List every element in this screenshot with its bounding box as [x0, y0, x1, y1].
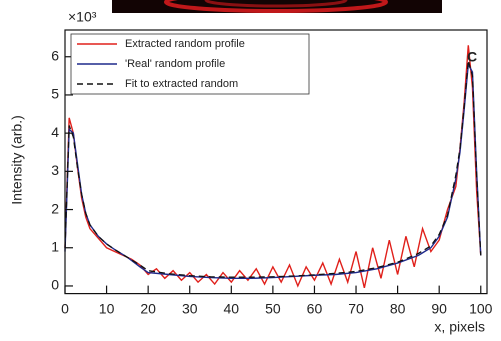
y-tick-label: 0	[51, 277, 59, 293]
legend-label: 'Real' random profile	[125, 58, 225, 70]
x-axis-label: x, pixels	[434, 319, 485, 335]
y-tick-label: 4	[51, 124, 59, 140]
x-tick-label: 40	[224, 300, 240, 316]
x-tick-label: 80	[390, 300, 406, 316]
x-tick-label: 10	[99, 300, 115, 316]
chart: ×10³ Intensity (arb.) x, pixels C 0 1 2 3 4 5…	[0, 0, 501, 341]
y-tick-label: 5	[51, 86, 59, 102]
y-tick-label: 6	[51, 47, 59, 63]
x-tick-label: 100	[469, 300, 493, 316]
x-tick-label: 30	[182, 300, 198, 316]
legend-label: Fit to extracted random	[125, 78, 238, 90]
x-tick-label: 20	[140, 300, 156, 316]
y-tick-label: 2	[51, 200, 59, 216]
legend-label: Extracted random profile	[125, 38, 245, 50]
y-axis-label: Intensity (arb.)	[9, 115, 25, 204]
y-tick-label: 3	[51, 162, 59, 178]
x-tick-label: 0	[61, 300, 69, 316]
image-strip	[112, 0, 442, 13]
y-multiplier: ×10³	[68, 9, 97, 25]
panel-label: C	[467, 49, 477, 65]
x-tick-label: 90	[431, 300, 447, 316]
x-tick-label: 70	[348, 300, 364, 316]
x-tick-label: 50	[265, 300, 281, 316]
x-tick-label: 60	[307, 300, 323, 316]
y-tick-label: 1	[51, 238, 59, 254]
